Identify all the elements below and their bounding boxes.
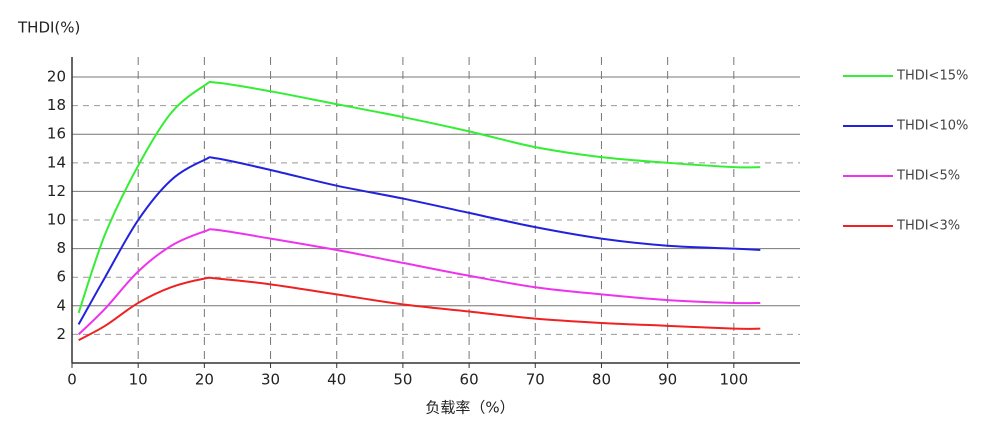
y-tick-label: 16 (47, 125, 66, 143)
y-tick-label: 10 (47, 211, 66, 229)
y-axis-label: THDI(%) (17, 19, 80, 37)
series-line (77, 156, 761, 325)
legend-label: THDI<10% (896, 119, 968, 134)
legend-label: THDI<15% (896, 69, 968, 84)
series-line (78, 276, 761, 342)
y-tick-label: 4 (56, 296, 66, 314)
x-tick-label: 50 (393, 371, 412, 389)
legend-label: THDI<5% (896, 169, 960, 184)
x-tick-label: 40 (327, 371, 346, 389)
y-tick-label: 12 (47, 182, 66, 200)
y-tick-label: 8 (56, 239, 66, 257)
legend-label: THDI<3% (896, 219, 960, 234)
x-tick-label: 30 (261, 371, 280, 389)
x-tick-label: 80 (592, 371, 611, 389)
y-tick-label: 18 (47, 96, 66, 114)
x-tick-label: 20 (195, 371, 214, 389)
series-line (77, 80, 761, 314)
legend: THDI<15% THDI<10% THDI<5% THDI<3% (843, 69, 968, 234)
y-tick-label: 2 (56, 325, 66, 343)
x-tick-label: 90 (658, 371, 677, 389)
x-tick-label: 100 (719, 371, 748, 389)
x-axis-label: 负载率（%） (425, 399, 514, 417)
x-tick-label: 0 (67, 371, 77, 389)
series-line (77, 228, 761, 336)
y-tick-label: 6 (56, 268, 66, 286)
x-tick-label: 60 (460, 371, 479, 389)
x-tick-label: 10 (129, 371, 148, 389)
x-tick-label: 70 (526, 371, 545, 389)
y-tick-label: 20 (47, 68, 66, 86)
y-tick-label: 14 (47, 153, 66, 171)
